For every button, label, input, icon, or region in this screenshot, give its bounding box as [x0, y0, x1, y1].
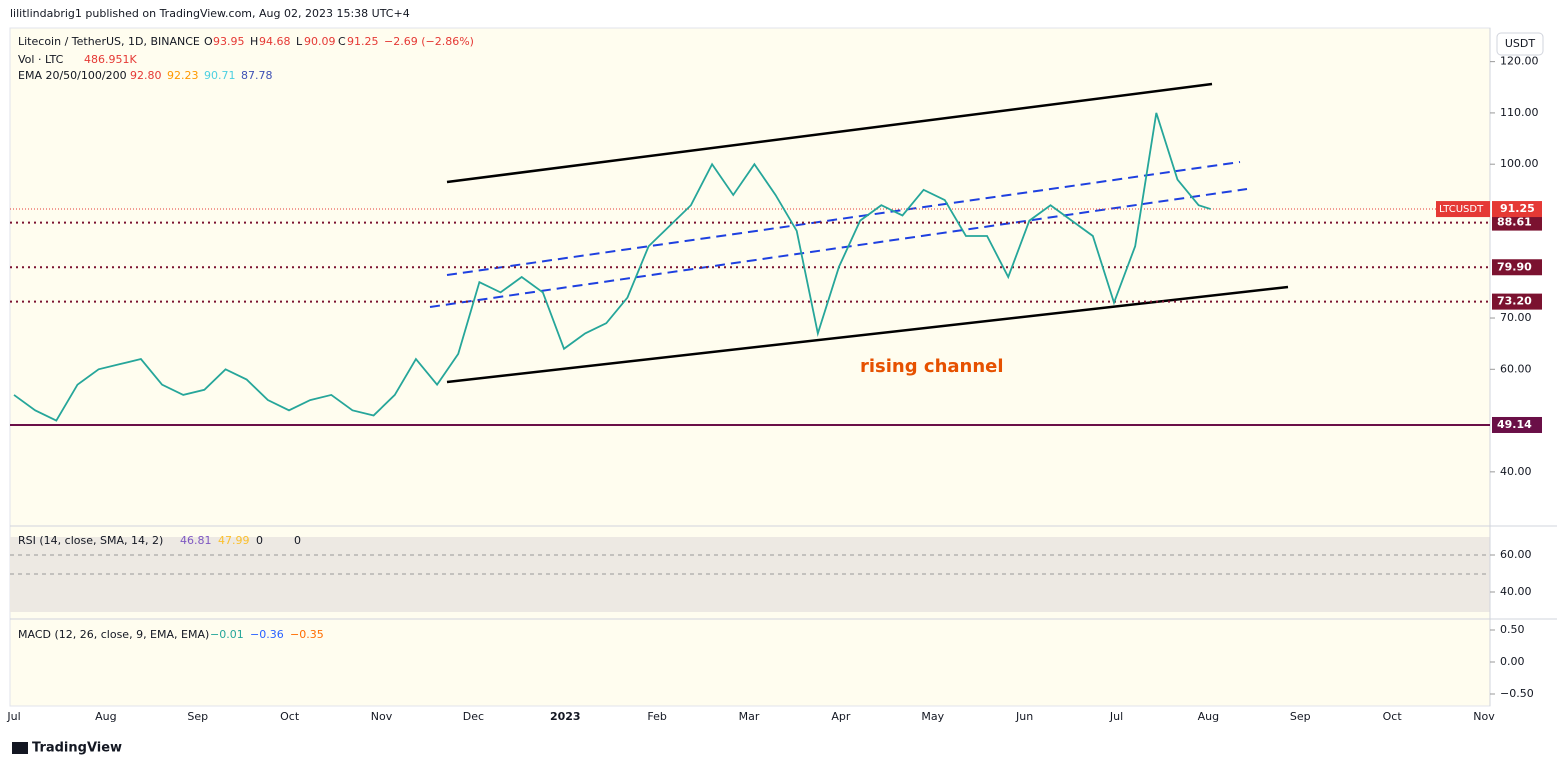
rsi-value: 46.81 — [180, 534, 212, 547]
time-label: Apr — [831, 710, 851, 723]
ohlc-key: C — [338, 35, 346, 48]
ema-value: 92.23 — [167, 69, 199, 82]
ohlc-key: O — [204, 35, 213, 48]
volume-value: 486.951K — [84, 53, 137, 66]
dashed-trendline — [429, 188, 1248, 308]
time-label: Jul — [1109, 710, 1123, 723]
dashed-trendline — [446, 161, 1241, 276]
time-label: May — [921, 710, 944, 723]
ema-value: 92.80 — [130, 69, 162, 82]
time-label: Oct — [1383, 710, 1403, 723]
ohlc-value: 90.09 — [304, 35, 336, 48]
logo — [12, 742, 28, 754]
macd-tick-label: −0.50 — [1500, 687, 1534, 700]
ohlc-value: 94.68 — [259, 35, 291, 48]
macd-tick-label: 0.50 — [1500, 623, 1525, 636]
time-label: Jul — [6, 710, 20, 723]
ohlc-key: L — [296, 35, 303, 48]
level-label: 88.61 — [1497, 216, 1532, 229]
time-label: Sep — [1290, 710, 1311, 723]
time-label: Feb — [647, 710, 666, 723]
macd-value: −0.35 — [290, 628, 324, 641]
price-line — [13, 112, 1211, 422]
price-tag — [1492, 201, 1542, 218]
time-label: Sep — [187, 710, 208, 723]
time-label: Oct — [280, 710, 300, 723]
price-tick-label: 60.00 — [1500, 362, 1532, 375]
channel-upper — [446, 82, 1213, 184]
level-label: 79.90 — [1497, 260, 1532, 273]
last-price: 91.25 — [1500, 202, 1535, 215]
price-tick-label: 40.00 — [1500, 465, 1532, 478]
annotation: rising channel — [860, 356, 1004, 377]
rsi-tick-label: 60.00 — [1500, 548, 1532, 561]
ema-label: EMA 20/50/100/200 — [18, 69, 127, 82]
ema-value: 87.78 — [241, 69, 273, 82]
time-label: Jun — [1015, 710, 1033, 723]
symbol: Litecoin / TetherUS, 1D, BINANCE — [18, 35, 200, 48]
level-label: 49.14 — [1497, 418, 1532, 431]
price-tick-label: 110.00 — [1500, 106, 1539, 119]
channel-lower — [446, 285, 1289, 384]
symbol-tag-text: LTCUSDT — [1439, 204, 1484, 215]
level-tag — [1492, 259, 1542, 276]
ohlc-value: 91.25 — [347, 35, 379, 48]
time-label: Nov — [1473, 710, 1495, 723]
macd-value: −0.01 — [210, 628, 244, 641]
level-label: 73.20 — [1497, 295, 1532, 308]
footer: TradingView — [32, 741, 122, 756]
time-label: Nov — [371, 710, 393, 723]
ohlc-key: H — [250, 35, 258, 48]
ohlc-value: 93.95 — [213, 35, 245, 48]
time-label: Aug — [1198, 710, 1219, 723]
ema-value: 90.71 — [204, 69, 236, 82]
rsi-label: RSI (14, close, SMA, 14, 2) — [18, 534, 163, 547]
rsi-value: 47.99 — [218, 534, 250, 547]
change: −2.69 (−2.86%) — [384, 35, 474, 48]
level-tag — [1492, 416, 1542, 433]
price-tick-label: 70.00 — [1500, 311, 1532, 324]
rsi-value: 0 — [256, 534, 263, 547]
macd-label: MACD (12, 26, close, 9, EMA, EMA) — [18, 628, 209, 641]
time-label: Aug — [95, 710, 116, 723]
volume-label: Vol · LTC — [18, 53, 64, 66]
price-tick-label: 120.00 — [1500, 55, 1539, 68]
symbol-tag — [1436, 201, 1490, 218]
rsi-tick-label: 40.00 — [1500, 585, 1532, 598]
macd-tick-label: 0.00 — [1500, 655, 1525, 668]
publisher: lilitlindabrig1 published on TradingView… — [10, 7, 410, 20]
rsi-value: 0 — [294, 534, 301, 547]
time-label: Mar — [739, 710, 760, 723]
level-tag — [1492, 293, 1542, 310]
currency-button[interactable] — [1496, 32, 1544, 56]
time-label: Dec — [463, 710, 484, 723]
price-tick-label: 100.00 — [1500, 157, 1539, 170]
time-label: 2023 — [550, 710, 581, 723]
currency[interactable]: USDT — [1505, 37, 1536, 50]
level-tag — [1492, 214, 1542, 231]
macd-value: −0.36 — [250, 628, 284, 641]
